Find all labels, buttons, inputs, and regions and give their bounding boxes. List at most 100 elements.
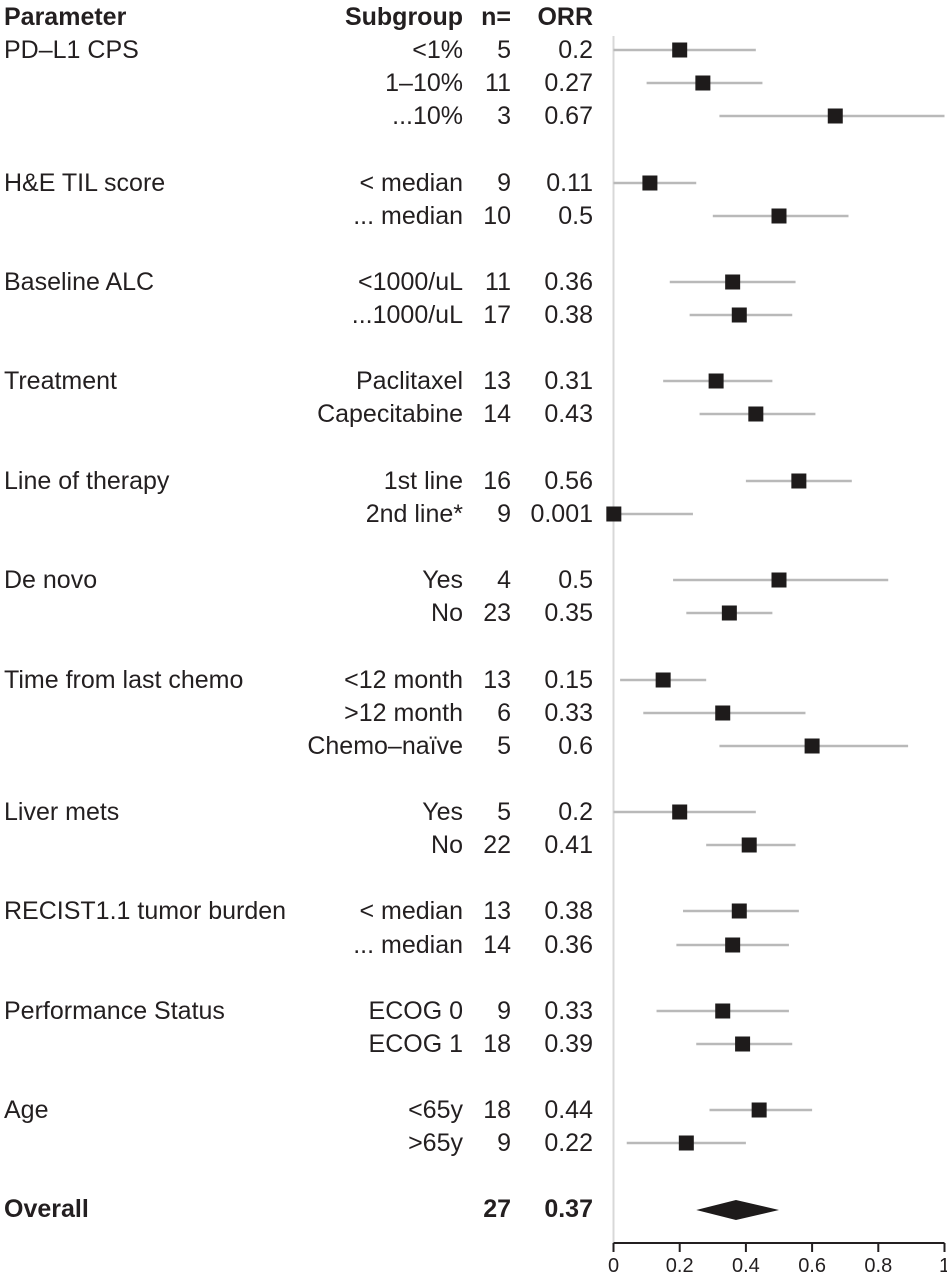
point-estimate-square <box>735 1036 751 1052</box>
x-axis-tick-label: 0.6 <box>798 1255 826 1277</box>
column-header-n: n= <box>481 3 511 31</box>
point-estimate-square <box>731 903 747 919</box>
orr-value: 0.36 <box>544 931 593 959</box>
subgroup-label: ...1000/uL <box>351 301 463 329</box>
point-estimate-square <box>748 406 764 422</box>
point-estimate-square <box>672 804 688 820</box>
n-value: 6 <box>497 699 511 727</box>
n-value: 23 <box>483 599 511 627</box>
parameter-label: RECIST1.1 tumor burden <box>4 897 287 925</box>
x-axis-tick-label: 0.8 <box>864 1255 892 1277</box>
subgroup-label: Chemo–naïve <box>307 732 463 760</box>
orr-value: 0.33 <box>544 699 593 727</box>
parameter-label: Performance Status <box>4 997 225 1025</box>
orr-value: 0.35 <box>544 599 593 627</box>
point-estimate-square <box>827 108 843 124</box>
parameter-label: Baseline ALC <box>4 268 155 296</box>
subgroup-label: >65y <box>408 1129 463 1157</box>
orr-value: 0.5 <box>558 566 593 594</box>
orr-value: 0.39 <box>544 1030 593 1058</box>
parameter-label: De novo <box>4 566 98 594</box>
point-estimate-square <box>672 42 688 58</box>
subgroup-label: <12 month <box>344 666 463 694</box>
subgroup-label: Capecitabine <box>317 400 463 428</box>
orr-value: 0.15 <box>544 666 593 694</box>
orr-value: 0.31 <box>544 367 593 395</box>
parameter-label: H&E TIL score <box>4 169 166 197</box>
point-estimate-square <box>642 175 658 191</box>
point-estimate-square <box>606 506 622 522</box>
n-value: 17 <box>483 301 511 329</box>
orr-value: 0.27 <box>544 69 593 97</box>
subgroup-label: >12 month <box>344 699 463 727</box>
point-estimate-square <box>721 605 737 621</box>
subgroup-label: No <box>431 599 463 627</box>
n-value: 18 <box>483 1030 511 1058</box>
n-value: 11 <box>485 268 511 296</box>
column-header-parameter: Parameter <box>4 3 127 31</box>
orr-value: 0.38 <box>544 897 593 925</box>
subgroup-label: 1st line <box>383 467 463 495</box>
point-estimate-square <box>741 837 757 853</box>
subgroup-label: <65y <box>408 1096 463 1124</box>
parameter-label: Age <box>4 1096 49 1124</box>
point-estimate-square <box>708 373 724 389</box>
orr-value: 0.11 <box>546 169 593 197</box>
n-value: 5 <box>497 798 511 826</box>
subgroup-label: ECOG 0 <box>368 997 463 1025</box>
orr-value: 0.33 <box>544 997 593 1025</box>
n-value: 10 <box>483 202 511 230</box>
point-estimate-square <box>771 208 787 224</box>
point-estimate-square <box>731 307 747 323</box>
parameter-label: Time from last chemo <box>4 666 244 694</box>
n-value: 5 <box>497 36 511 64</box>
point-estimate-square <box>715 705 731 721</box>
point-estimate-square <box>695 75 711 91</box>
overall-orr-value: 0.37 <box>544 1195 593 1223</box>
point-estimate-square <box>655 672 671 688</box>
subgroup-label: 1–10% <box>385 69 463 97</box>
n-value: 16 <box>483 467 511 495</box>
point-estimate-square <box>715 1003 731 1019</box>
n-value: 9 <box>497 1129 511 1157</box>
subgroup-label: ECOG 1 <box>368 1030 463 1058</box>
overall-label: Overall <box>4 1195 89 1223</box>
n-value: 13 <box>483 367 511 395</box>
orr-value: 0.6 <box>558 732 593 760</box>
subgroup-label: ... median <box>353 931 463 959</box>
orr-value: 0.67 <box>544 102 593 130</box>
parameter-label: Liver mets <box>4 798 120 826</box>
n-value: 18 <box>483 1096 511 1124</box>
overall-diamond <box>696 1200 779 1220</box>
n-value: 5 <box>497 732 511 760</box>
subgroup-label: Paclitaxel <box>356 367 463 395</box>
n-value: 3 <box>497 102 511 130</box>
n-value: 14 <box>483 400 511 428</box>
overall-n-value: 27 <box>483 1195 511 1223</box>
n-value: 11 <box>485 69 511 97</box>
orr-value: 0.2 <box>558 36 593 64</box>
n-value: 9 <box>497 500 511 528</box>
n-value: 22 <box>483 831 511 859</box>
x-axis-tick-label: 0.4 <box>732 1255 760 1277</box>
n-value: 9 <box>497 169 511 197</box>
n-value: 13 <box>483 666 511 694</box>
orr-value: 0.44 <box>544 1096 593 1124</box>
point-estimate-square <box>751 1102 767 1118</box>
subgroup-label: < median <box>359 897 463 925</box>
orr-value: 0.56 <box>544 467 593 495</box>
x-axis-tick-label: 0 <box>608 1255 619 1277</box>
point-estimate-square <box>804 738 820 754</box>
subgroup-label: <1000/uL <box>358 268 463 296</box>
point-estimate-square <box>771 572 787 588</box>
x-axis-tick-label: 0.2 <box>666 1255 694 1277</box>
subgroup-label: 2nd line* <box>365 500 463 528</box>
subgroup-label: ...10% <box>392 102 463 130</box>
orr-value: 0.5 <box>558 202 593 230</box>
n-value: 4 <box>497 566 511 594</box>
parameter-label: Line of therapy <box>4 467 170 495</box>
orr-value: 0.41 <box>544 831 593 859</box>
orr-value: 0.36 <box>544 268 593 296</box>
